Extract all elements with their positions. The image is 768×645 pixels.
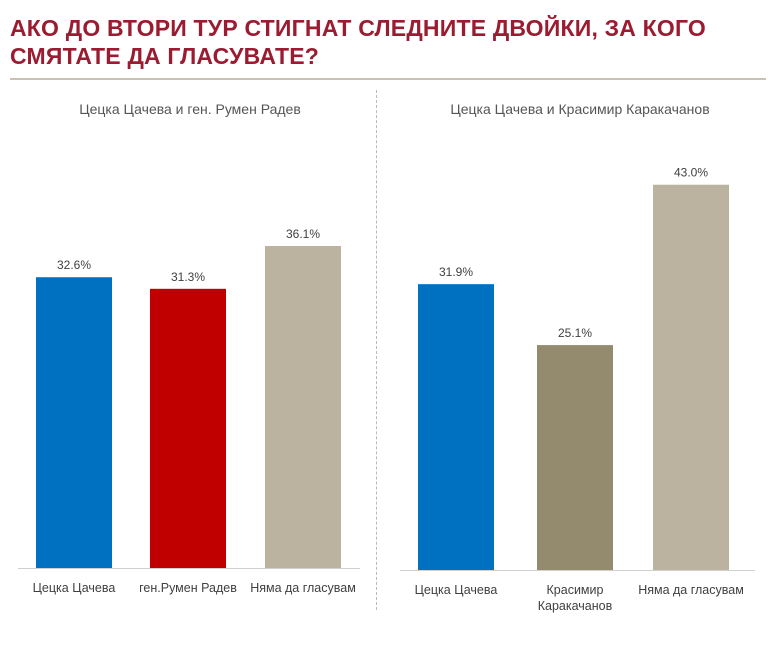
category-label: Няма да гласувам (250, 581, 356, 595)
bar (36, 277, 112, 568)
data-label: 32.6% (57, 258, 91, 272)
category-label: Цецка Цачева (33, 581, 116, 595)
bar (653, 184, 729, 570)
chart-title-left: Цецка Цачева и ген. Румен Радев (79, 101, 301, 117)
category-label: Цецка Цачева (415, 583, 498, 597)
data-label: 31.3% (171, 270, 205, 284)
data-label: 43.0% (674, 166, 708, 180)
bar (537, 345, 613, 570)
data-label: 25.1% (558, 326, 592, 340)
chart-title-right: Цецка Цачева и Красимир Каракачанов (450, 101, 710, 117)
bar (265, 245, 341, 568)
category-label: ген.Румен Радев (139, 581, 237, 595)
category-label: Няма да гласувам (638, 583, 744, 597)
page-title: АКО ДО ВТОРИ ТУР СТИГНАТ СЛЕДНИТЕ ДВОЙКИ… (10, 15, 706, 69)
bar (150, 288, 226, 568)
panel-divider (376, 90, 377, 610)
data-label: 36.1% (286, 227, 320, 241)
data-label: 31.9% (439, 265, 473, 279)
category-label: Красимир (547, 583, 604, 597)
category-label: Каракачанов (538, 599, 613, 613)
title-divider (10, 78, 766, 80)
bar (418, 284, 494, 570)
